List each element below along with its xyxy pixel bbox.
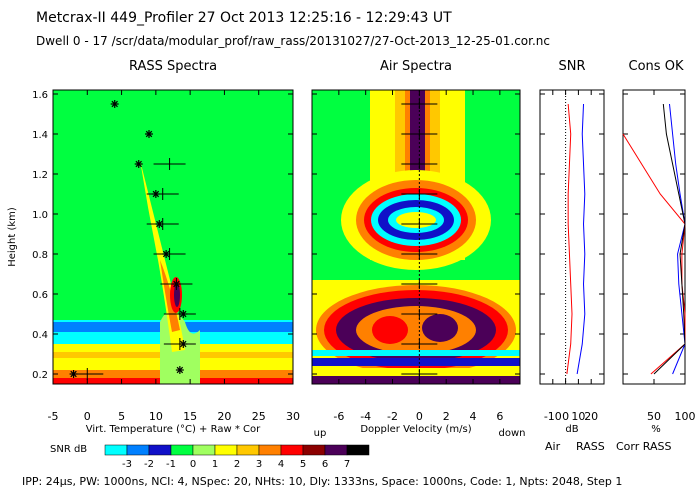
- snr-xtick-label: 0: [562, 410, 569, 423]
- colorbar-tick-label: 0: [190, 459, 196, 470]
- snr-title: SNR: [558, 59, 585, 74]
- rass-heatmap: [53, 90, 293, 384]
- air-axes-frame: [311, 89, 521, 385]
- rass-xtick-label: 0: [84, 410, 91, 423]
- colorbar-cell: [302, 444, 326, 456]
- air-xtick-label: 6: [496, 410, 503, 423]
- rass-cor-point: [111, 100, 118, 108]
- y-axis-label: Height (km): [7, 207, 18, 267]
- cons-series-air: [669, 103, 686, 375]
- cons-axes-frame: [622, 89, 686, 385]
- air-x-label: Doppler Velocity (m/s): [360, 424, 471, 435]
- snr-xtick-label: 20: [584, 410, 598, 423]
- rass-cor-point: [152, 190, 160, 198]
- colorbar-tick-label: 5: [300, 459, 306, 470]
- rass-xtick-label: 15: [183, 410, 197, 423]
- colorbar-cell: [148, 444, 172, 456]
- colorbar-tick-label: 3: [256, 459, 262, 470]
- ytick-label: 1.6: [32, 90, 48, 101]
- ytick-label: 0.8: [32, 250, 48, 261]
- air-xtick-label: 0: [416, 410, 423, 423]
- cons-xtick-label: 50: [647, 410, 661, 423]
- air-xtick-label: -4: [360, 410, 371, 423]
- air-xtick-label: 2: [443, 410, 450, 423]
- snr-x-label: dB: [565, 424, 578, 435]
- rass-cor-point: [145, 130, 153, 138]
- snr-xtick-label: -10: [544, 410, 562, 423]
- rass-cor-point: [180, 310, 187, 318]
- rass-cor-point: [180, 340, 187, 348]
- colorbar-cell: [170, 444, 194, 456]
- rass-xtick-label: -5: [48, 410, 59, 423]
- rass-axes-frame: [52, 89, 294, 385]
- colorbar-tick-label: 2: [234, 459, 240, 470]
- rass-cor-point: [70, 370, 77, 378]
- chart-header-title: Metcrax-II 449_Profiler 27 Oct 2013 12:2…: [36, 10, 452, 26]
- rass-xtick-label: 20: [217, 410, 231, 423]
- air-title: Air Spectra: [380, 59, 452, 74]
- colorbar-cell: [258, 444, 282, 456]
- colorbar-tick-label: -1: [166, 459, 176, 470]
- colorbar-cell: [346, 444, 370, 456]
- ytick-label: 0.2: [32, 370, 48, 381]
- snr-series-air: [576, 103, 586, 375]
- air-x-label-up: up: [314, 428, 327, 439]
- rass-xtick-label: 5: [118, 410, 125, 423]
- colorbar-tick-label: -2: [144, 459, 154, 470]
- rass-cor-point: [176, 366, 184, 374]
- snr-axes-frame: [539, 89, 605, 385]
- legend-air: Air: [545, 440, 561, 453]
- ytick-label: 1.4: [32, 130, 48, 141]
- ytick-label: 0.4: [32, 330, 48, 341]
- colorbar-cell: [236, 444, 260, 456]
- snr-xtick-label: 10: [571, 410, 585, 423]
- colorbar-tick-label: 7: [344, 459, 350, 470]
- colorbar-cell: [280, 444, 304, 456]
- cons-x-label: %: [651, 424, 661, 435]
- rass-xtick-label: 25: [252, 410, 266, 423]
- air-heatmap: [312, 90, 520, 384]
- air-xtick-label: -6: [333, 410, 344, 423]
- cons-series-corr-rass: [653, 103, 686, 375]
- colorbar-tick-label: -3: [122, 459, 132, 470]
- chart-header-file: Dwell 0 - 17 /scr/data/modular_prof/raw_…: [36, 34, 550, 48]
- rass-cor-point: [135, 160, 142, 168]
- snr-series-rass: [566, 103, 573, 375]
- cons-xtick-label: 100: [675, 410, 696, 423]
- colorbar-cell: [126, 444, 150, 456]
- cons-title: Cons OK: [629, 59, 684, 74]
- footer-params: IPP: 24μs, PW: 1000ns, NCI: 4, NSpec: 20…: [22, 475, 623, 488]
- rass-cor-point: [173, 280, 180, 288]
- rass-cor-point: [156, 220, 163, 228]
- ytick-label: 0.6: [32, 290, 48, 301]
- rass-x-label: Virt. Temperature (°C) + Raw * Cor: [86, 424, 261, 435]
- colorbar-cell: [192, 444, 216, 456]
- colorbar-cell: [104, 444, 128, 456]
- air-xtick-label: 4: [470, 410, 477, 423]
- legend-rass: RASS: [576, 440, 605, 453]
- legend-corr-rass: Corr RASS: [616, 440, 671, 453]
- rass-xtick-label: 10: [149, 410, 163, 423]
- rass-title: RASS Spectra: [129, 59, 217, 74]
- ytick-label: 1.2: [32, 170, 48, 181]
- colorbar-tick-label: 4: [278, 459, 284, 470]
- colorbar-cell: [214, 444, 238, 456]
- air-xtick-label: -2: [387, 410, 398, 423]
- colorbar-label: SNR dB: [50, 444, 87, 455]
- colorbar-cell: [324, 444, 348, 456]
- ytick-label: 1.0: [32, 210, 48, 221]
- colorbar-tick-label: 6: [322, 459, 328, 470]
- rass-xtick-label: 30: [286, 410, 300, 423]
- colorbar-tick-label: 1: [212, 459, 218, 470]
- air-x-label-down: down: [499, 428, 526, 439]
- rass-cor-point: [162, 250, 170, 258]
